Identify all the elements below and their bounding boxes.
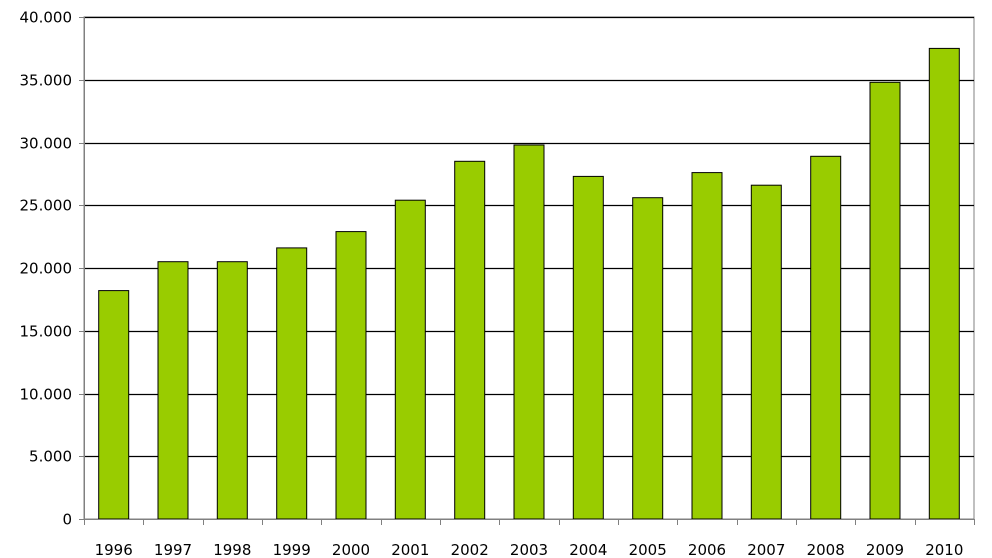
bar-2006 <box>691 172 723 520</box>
bars <box>98 47 960 520</box>
y-tick-label: 40.000 <box>20 9 73 27</box>
y-tick-label: 20.000 <box>20 260 73 278</box>
y-tick-label: 35.000 <box>20 72 73 90</box>
bar-2004 <box>572 175 604 520</box>
bar-2010 <box>928 47 960 520</box>
bar-2005 <box>632 197 664 520</box>
x-tick-label: 2009 <box>866 541 904 558</box>
y-tick-label: 5.000 <box>29 448 72 466</box>
bar-1997 <box>157 261 189 520</box>
x-tick-label: 1998 <box>213 541 251 558</box>
bar-1999 <box>276 247 308 520</box>
axes <box>79 17 975 525</box>
y-tick-label: 0 <box>62 511 72 529</box>
x-tick-label: 2001 <box>391 541 429 558</box>
bar-1998 <box>216 261 248 520</box>
x-tick-label: 2002 <box>451 541 489 558</box>
y-tick-label: 25.000 <box>20 197 73 215</box>
x-tick-label: 1996 <box>95 541 133 558</box>
bar-2003 <box>513 144 545 520</box>
x-tick-label: 2000 <box>332 541 370 558</box>
x-tick-label: 2005 <box>629 541 667 558</box>
bar-2009 <box>869 81 901 520</box>
x-tick-label: 1999 <box>273 541 311 558</box>
y-tick-label: 30.000 <box>20 135 73 153</box>
bar-2002 <box>454 160 486 520</box>
y-tick-label: 15.000 <box>20 323 73 341</box>
bar-2000 <box>335 231 367 520</box>
x-tick-label: 2007 <box>747 541 785 558</box>
x-tick-label: 2004 <box>569 541 607 558</box>
x-tick-label: 2003 <box>510 541 548 558</box>
x-tick-label: 1997 <box>154 541 192 558</box>
bar-1996 <box>98 290 130 520</box>
bar-2001 <box>394 199 426 520</box>
x-tick-label: 2010 <box>925 541 963 558</box>
bar-2008 <box>810 155 842 520</box>
x-tick-label: 2006 <box>688 541 726 558</box>
bar-2007 <box>750 184 782 520</box>
tick-labels: 0 5.000 10.000 15.000 20.000 25.000 30.000 35.0… <box>20 9 964 558</box>
x-tick-label: 2008 <box>807 541 845 558</box>
y-tick-label: 10.000 <box>20 386 73 404</box>
